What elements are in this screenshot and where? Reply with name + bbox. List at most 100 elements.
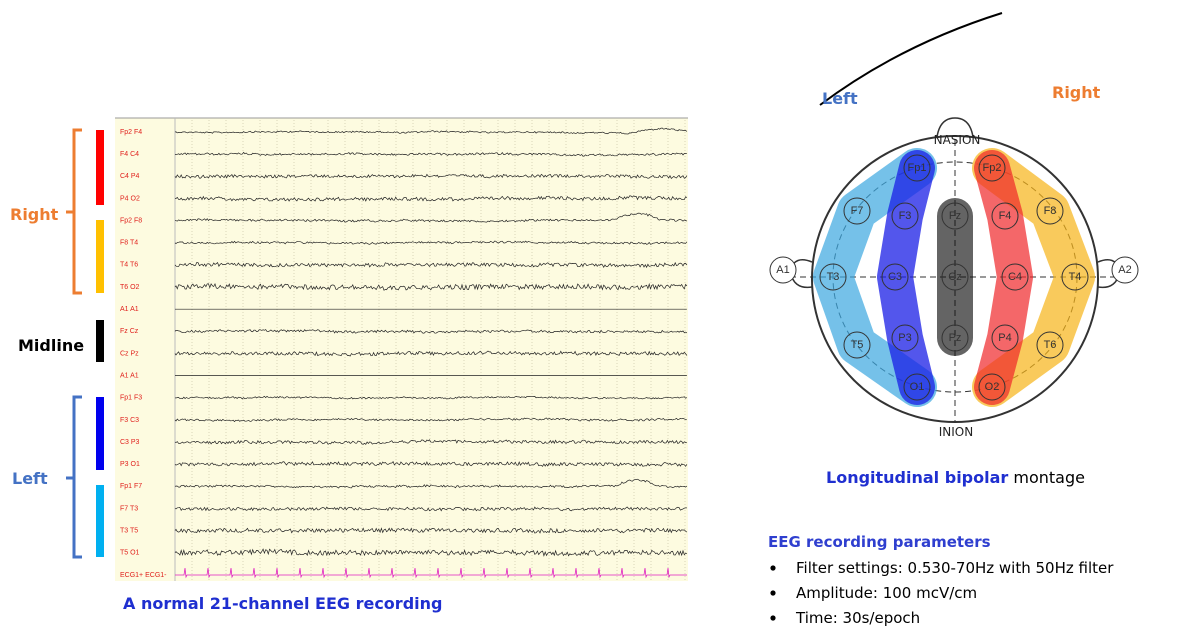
- side-label: Left: [822, 89, 858, 108]
- electrode-label: F3: [899, 210, 912, 222]
- channel-label: F3 C3: [120, 417, 139, 424]
- channel-label: P3 O1: [120, 461, 140, 468]
- montage-chain: [813, 148, 937, 407]
- electrode-label: P4: [998, 332, 1011, 344]
- channel-label: A1 A1: [120, 306, 139, 313]
- electrode-label: Fz: [949, 210, 961, 222]
- eeg-trace: [174, 195, 688, 202]
- electrode: [903, 154, 931, 182]
- electrode: [843, 197, 871, 225]
- electrode: [903, 373, 931, 401]
- channel-label: F8 T4: [120, 240, 138, 247]
- electrode-label: C3: [888, 271, 902, 283]
- electrode-label: F7: [851, 205, 864, 217]
- eeg-trace: [174, 282, 688, 291]
- electrode: [1036, 331, 1064, 359]
- parameters-title: EEG recording parameters: [768, 533, 991, 551]
- channel-labels: Fp2 F4 F4 C4 C4 P4 P4 O2 Fp2 F8 F8 T4 T4 T6 T6 …: [120, 129, 167, 579]
- electrode: [941, 263, 969, 291]
- bullet: [770, 615, 776, 621]
- montage-chain: [974, 150, 1033, 405]
- electrode: [1001, 263, 1029, 291]
- time-grid: [191, 120, 686, 581]
- electrode-label: O1: [910, 381, 925, 393]
- eeg-trace: [174, 460, 688, 467]
- electrode: [819, 263, 847, 291]
- electrode-label: A2: [1118, 264, 1131, 276]
- eeg-trace: [174, 350, 688, 357]
- channel-label: Fp2 F4: [120, 129, 142, 136]
- eeg-trace: [174, 212, 688, 223]
- eeg-trace: [174, 127, 688, 135]
- channel-label: P4 O2: [120, 195, 140, 202]
- channel-label: T4 T6: [120, 262, 138, 269]
- eeg-trace: [174, 240, 688, 245]
- electrode: [1111, 256, 1139, 284]
- electrode: [891, 202, 919, 230]
- pointer-curve: [819, 12, 1003, 106]
- channel-label: Fp1 F7: [120, 483, 142, 490]
- eeg-trace: [174, 173, 688, 179]
- electrode: [1061, 263, 1089, 291]
- eeg-trace: [174, 261, 688, 269]
- eeg-trace: [174, 151, 687, 157]
- parameter-item: Time: 30s/epoch: [795, 609, 920, 627]
- channel-label: Cz Pz: [120, 350, 139, 357]
- electrode-label: O2: [985, 381, 1000, 393]
- electrode-label: Fp2: [983, 162, 1002, 174]
- eeg-trace: [174, 527, 688, 534]
- electrode: [1036, 197, 1064, 225]
- bullet: [770, 565, 776, 571]
- electrode-label: Fp1: [908, 162, 927, 174]
- left-bracket: [66, 395, 82, 559]
- electrode-label: A1: [776, 264, 789, 276]
- electrode-label: Pz: [949, 332, 962, 344]
- electrode-label: T5: [851, 339, 864, 351]
- electrode: [891, 324, 919, 352]
- electrode-label: T6: [1044, 339, 1057, 351]
- montage-rest: montage: [1013, 468, 1085, 487]
- nose: [936, 117, 974, 138]
- right-bar-red: [96, 130, 104, 205]
- electrode: [843, 331, 871, 359]
- eeg-trace: [174, 329, 688, 334]
- electrode-label: P3: [898, 332, 911, 344]
- channel-label: T6 O2: [120, 284, 140, 291]
- channel-label: Fp1 F3: [120, 395, 142, 402]
- side-label: Right: [1052, 83, 1101, 102]
- channel-label: T5 O1: [120, 550, 140, 557]
- parameter-item: Amplitude: 100 mcV/cm: [796, 584, 977, 602]
- channel-label: F4 C4: [120, 151, 139, 158]
- landmark: NASION: [934, 133, 981, 147]
- right-bar-yellow: [96, 220, 104, 293]
- left-bar-lightblue: [96, 485, 104, 557]
- group-label: Left: [12, 469, 48, 488]
- eeg-trace: [174, 439, 687, 445]
- electrode-label: T4: [1069, 271, 1082, 283]
- electrode: [991, 202, 1019, 230]
- electrode: [978, 154, 1006, 182]
- eeg-trace: [174, 506, 687, 512]
- channel-label: F7 T3: [120, 505, 138, 512]
- electrodes: Fp1 Fp2 F7 F3 Fz F4 F8 A1 T3 C3 Cz C4 T4 A2 T5 P3 Pz P4 T6…: [769, 154, 1139, 401]
- ecg-trace: [175, 567, 687, 579]
- eeg-panel: [115, 118, 688, 581]
- channel-label: Fz Cz: [120, 328, 139, 335]
- group-label: Right: [10, 205, 59, 224]
- parameter-item: Filter settings: 0.530-70Hz with 50Hz fi…: [796, 559, 1114, 577]
- channel-label: Fp2 F8: [120, 217, 142, 224]
- electrode: [941, 202, 969, 230]
- montage-caption: Longitudinal bipolar montage: [826, 468, 1085, 487]
- channel-label: A1 A1: [120, 372, 139, 379]
- montage-chains: [813, 148, 1095, 407]
- eeg-trace: [174, 548, 688, 557]
- electrode-label: T3: [827, 271, 840, 283]
- bullet: [770, 590, 776, 596]
- eeg-trace: [174, 417, 687, 423]
- parameters-list: Filter settings: 0.530-70Hz with 50Hz fi…: [770, 559, 1114, 627]
- eeg-trace: [174, 395, 688, 400]
- electrode: [941, 324, 969, 352]
- channel-label: ECG1+ ECG1-: [120, 572, 167, 579]
- caption: A normal 21-channel EEG recording: [123, 594, 442, 613]
